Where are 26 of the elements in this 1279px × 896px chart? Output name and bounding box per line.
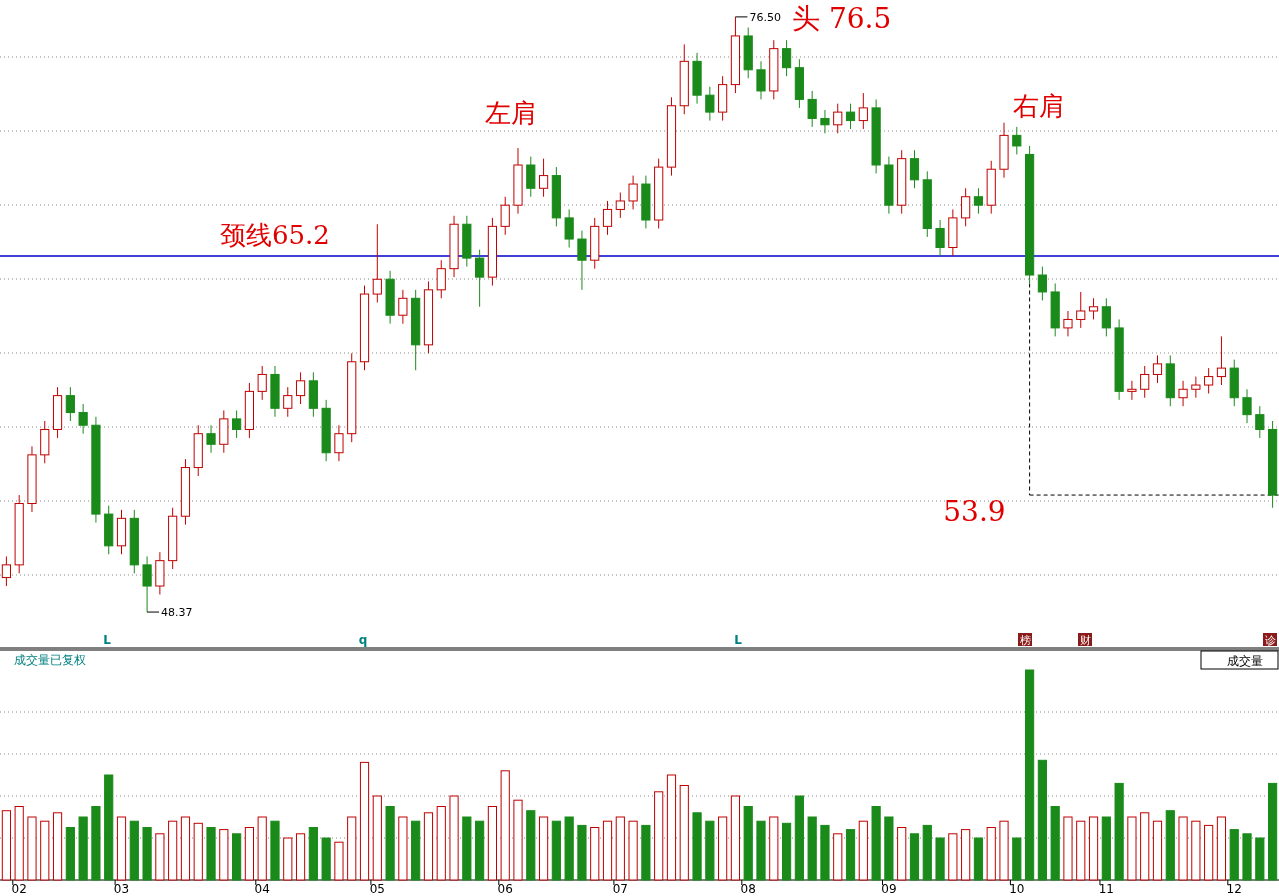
x-tick-label: 11 [1098, 882, 1114, 896]
x-tick-label: 08 [740, 882, 756, 896]
text: 财 [1079, 634, 1091, 647]
text: 成交量 [1227, 654, 1263, 668]
ref-line-label: 颈线65.2 [220, 219, 330, 250]
text: L [103, 633, 112, 647]
text: 榜 [1019, 634, 1031, 647]
annotation: 头 76.5 [792, 2, 892, 35]
x-tick-label: 09 [881, 882, 897, 896]
x-tick-label: 07 [612, 882, 628, 896]
annotation: 76.50 [749, 10, 781, 24]
text: q [358, 633, 368, 647]
x-tick-label: 04 [254, 882, 270, 896]
x-tick-label: 03 [113, 882, 130, 896]
x-tick-label: 12 [1226, 882, 1242, 896]
text: 成交量已复权 [14, 653, 86, 667]
ref-line-label: 53.9 [943, 495, 1006, 529]
x-tick-label: 02 [11, 882, 27, 896]
text: L [734, 633, 743, 647]
annotation: 48.37 [161, 606, 193, 620]
annotation: 左肩 [485, 98, 537, 128]
x-tick-label: 06 [497, 882, 513, 896]
x-tick-label: 05 [369, 882, 385, 896]
annotation: 右肩 [1013, 91, 1065, 121]
text: 诊 [1264, 634, 1276, 647]
x-tick-label: 10 [1009, 882, 1025, 896]
